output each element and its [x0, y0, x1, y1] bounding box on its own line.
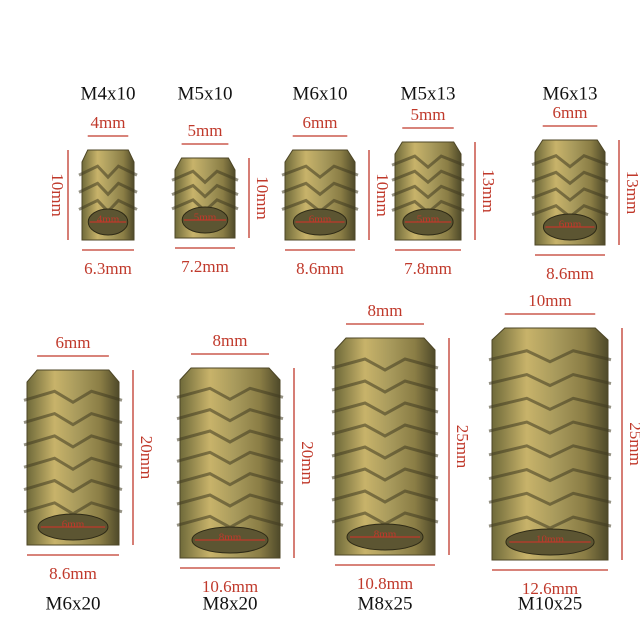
bottom-dim-label: 12.6mm [522, 579, 578, 598]
thread [281, 181, 359, 197]
size-name: M4x10 [81, 83, 136, 104]
thread [488, 515, 612, 530]
height-dim-label: 25mm [453, 425, 472, 468]
top-dim-label: 5mm [411, 105, 446, 124]
height-dim-label: 13mm [479, 169, 498, 212]
thread [331, 401, 439, 416]
top-dim-label: 6mm [553, 103, 588, 122]
bottom-dim-label: 8.6mm [546, 264, 594, 283]
top-dim-label: 5mm [188, 121, 223, 140]
thread [171, 169, 239, 185]
thread [331, 445, 439, 460]
thread [391, 184, 465, 200]
bottom-dim-label: 8.6mm [296, 259, 344, 278]
thread [488, 468, 612, 483]
height-dim-label: 13mm [623, 171, 640, 214]
hex-label: 4mm [97, 214, 120, 226]
size-name: M10x25 [518, 593, 582, 614]
thread [331, 467, 439, 482]
thread [78, 164, 138, 180]
bottom-dim-label: 6.3mm [84, 259, 132, 278]
thread [23, 411, 123, 427]
top-dim-label: 4mm [91, 113, 126, 132]
thread [23, 478, 123, 494]
thread [331, 423, 439, 438]
size-name: M8x20 [203, 593, 258, 614]
top-dim-label: 6mm [56, 333, 91, 352]
hex-label: 8mm [219, 532, 242, 544]
thread [176, 429, 284, 444]
size-name: M8x25 [358, 593, 413, 614]
thread [488, 420, 612, 435]
thread [331, 379, 439, 394]
insert-body [334, 337, 436, 556]
thread [331, 357, 439, 372]
hex-label: 8mm [374, 529, 397, 541]
bottom-dim-label: 7.8mm [404, 259, 452, 278]
thread [78, 181, 138, 197]
thread [488, 444, 612, 459]
size-name: M5x13 [401, 83, 456, 104]
bottom-dim-label: 8.6mm [49, 564, 97, 583]
thread [531, 187, 609, 202]
size-name: M6x13 [543, 83, 598, 104]
hex-label: 5mm [417, 214, 440, 226]
thread [391, 169, 465, 185]
thread [176, 408, 284, 423]
height-dim-label: 10mm [373, 173, 392, 216]
thread [176, 472, 284, 487]
height-dim-label: 20mm [298, 441, 317, 484]
height-dim-label: 20mm [137, 436, 156, 479]
thread [488, 372, 612, 388]
top-dim-label: 10mm [528, 291, 571, 310]
thread [488, 396, 612, 411]
size-name: M5x10 [178, 83, 233, 104]
size-name: M6x10 [293, 83, 348, 104]
thread [176, 493, 284, 508]
thread [23, 456, 123, 471]
top-dim-label: 8mm [368, 301, 403, 320]
thread [281, 164, 359, 180]
hex-label: 10mm [536, 534, 565, 546]
thread [176, 450, 284, 466]
thread [176, 386, 284, 402]
hex-label: 6mm [309, 214, 332, 226]
top-dim-label: 6mm [303, 113, 338, 132]
thread [488, 349, 612, 364]
insert-body [491, 327, 609, 561]
thread [531, 153, 609, 169]
bottom-dim-label: 7.2mm [181, 257, 229, 276]
hex-label: 5mm [194, 212, 217, 224]
thread [171, 183, 239, 199]
hex-label: 6mm [559, 219, 582, 231]
height-dim-label: 25mm [626, 422, 640, 465]
hex-label: 6mm [62, 519, 85, 531]
height-dim-label: 10mm [253, 176, 272, 219]
thread [488, 491, 612, 507]
thread [23, 389, 123, 405]
thread [531, 170, 609, 186]
size-name: M6x20 [46, 593, 101, 614]
bottom-dim-label: 10.8mm [357, 574, 413, 593]
bottom-dim-label: 10.6mm [202, 577, 258, 596]
thread [23, 434, 123, 449]
thread [391, 154, 465, 170]
height-dim-label: 10mm [48, 173, 67, 216]
thread [331, 489, 439, 504]
top-dim-label: 8mm [213, 331, 248, 350]
